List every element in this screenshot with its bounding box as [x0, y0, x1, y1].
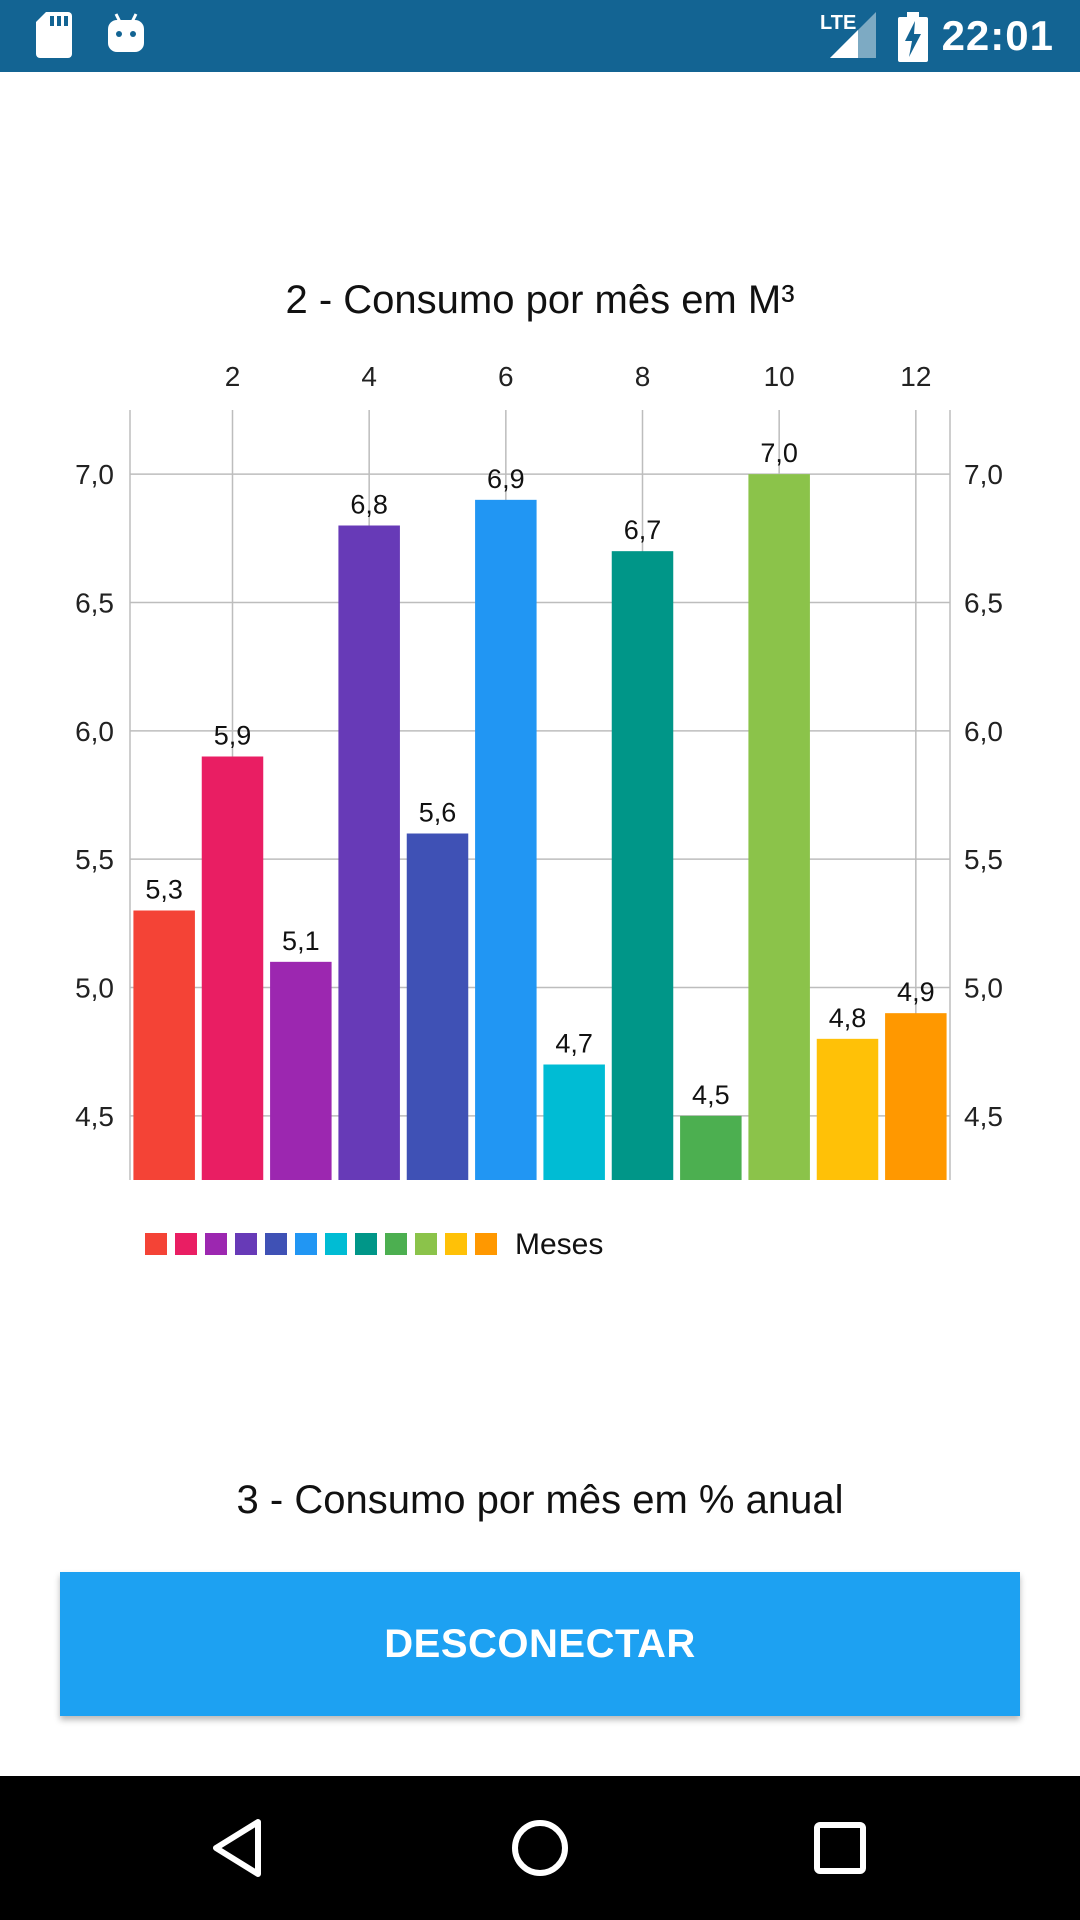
status-bar: LTE 22:01	[0, 0, 1080, 72]
y-tick-label-right: 7,0	[964, 459, 1003, 490]
bar	[885, 1013, 947, 1180]
legend-swatch	[355, 1233, 377, 1255]
y-tick-label-left: 4,5	[75, 1101, 114, 1132]
x-tick-label: 4	[361, 361, 377, 392]
bar-value-label: 4,7	[555, 1029, 593, 1059]
bar	[406, 833, 469, 1180]
legend-swatch	[325, 1233, 347, 1255]
legend-label: Meses	[515, 1228, 603, 1260]
bar-value-label: 5,1	[282, 926, 320, 956]
y-tick-label-right: 6,0	[964, 716, 1003, 747]
legend-swatch	[475, 1233, 497, 1255]
bar-value-label: 5,6	[419, 798, 457, 828]
bar-value-label: 6,8	[350, 490, 388, 520]
sd-card-icon	[36, 12, 72, 58]
android-debug-icon	[108, 13, 144, 52]
bar-value-label: 5,3	[145, 875, 183, 905]
bar	[816, 1038, 879, 1180]
y-tick-label-left: 6,5	[75, 588, 114, 619]
y-tick-label-right: 5,5	[964, 844, 1003, 875]
bar	[680, 1115, 742, 1180]
bar	[133, 910, 195, 1180]
bar	[201, 756, 264, 1180]
y-tick-label-left: 5,5	[75, 844, 114, 875]
legend-swatch	[385, 1233, 407, 1255]
x-tick-label: 6	[498, 361, 514, 392]
nav-recents-button[interactable]	[760, 1776, 920, 1920]
x-tick-label: 12	[900, 361, 931, 392]
bar-value-label: 4,5	[692, 1080, 730, 1110]
legend-swatch	[175, 1233, 197, 1255]
bar	[611, 551, 674, 1180]
legend-swatch	[295, 1233, 317, 1255]
bar	[748, 474, 810, 1180]
legend-swatch	[235, 1233, 257, 1255]
y-tick-label-left: 6,0	[75, 716, 114, 747]
chart-title: 2 - Consumo por mês em M³	[285, 278, 795, 322]
bar-value-label: 4,9	[897, 977, 935, 1007]
legend-swatch	[415, 1233, 437, 1255]
legend-swatch	[265, 1233, 287, 1255]
y-tick-label-left: 7,0	[75, 459, 114, 490]
section-title: 3 - Consumo por mês em % anual	[236, 1478, 844, 1522]
bar-value-label: 5,9	[214, 721, 252, 751]
battery-charging-icon	[898, 12, 928, 62]
nav-back-button[interactable]	[160, 1776, 320, 1920]
back-icon	[213, 1819, 261, 1877]
x-tick-label: 10	[764, 361, 795, 392]
chart-svg: 4,5 4,5 5,0 5,0 5,5 5,5 6,0 6,0 6,5 6,5 7,0 7,0 2 4 6 8…	[75, 361, 1003, 1260]
nav-home-button[interactable]	[460, 1776, 620, 1920]
bar	[338, 525, 400, 1180]
legend-swatch	[145, 1233, 167, 1255]
signal-icon	[830, 12, 876, 58]
y-tick-label-right: 4,5	[964, 1101, 1003, 1132]
bar	[270, 961, 332, 1180]
y-tick-label-right: 5,0	[964, 973, 1003, 1004]
bar	[475, 499, 537, 1180]
recents-icon	[814, 1822, 866, 1874]
y-tick-label-right: 6,5	[964, 588, 1003, 619]
x-tick-label: 2	[225, 361, 241, 392]
bar-value-label: 7,0	[760, 438, 798, 468]
network-type-label: LTE	[820, 12, 857, 34]
status-time: 22:01	[941, 12, 1054, 59]
bar-value-label: 6,7	[624, 515, 662, 545]
y-tick-label-left: 5,0	[75, 973, 114, 1004]
bar	[543, 1064, 605, 1180]
bar-value-label: 6,9	[487, 464, 525, 494]
navigation-bar	[0, 1776, 1080, 1920]
x-tick-label: 8	[635, 361, 651, 392]
legend-swatch	[445, 1233, 467, 1255]
bar-value-label: 4,8	[829, 1003, 867, 1033]
consumption-bar-chart: 4,5 4,5 5,0 5,0 5,5 5,5 6,0 6,0 6,5 6,5 7,0 7,0 2 4 6 8…	[0, 340, 1080, 1260]
legend-swatch	[205, 1233, 227, 1255]
disconnect-button[interactable]: DESCONECTAR	[60, 1572, 1020, 1716]
home-icon	[512, 1820, 568, 1876]
